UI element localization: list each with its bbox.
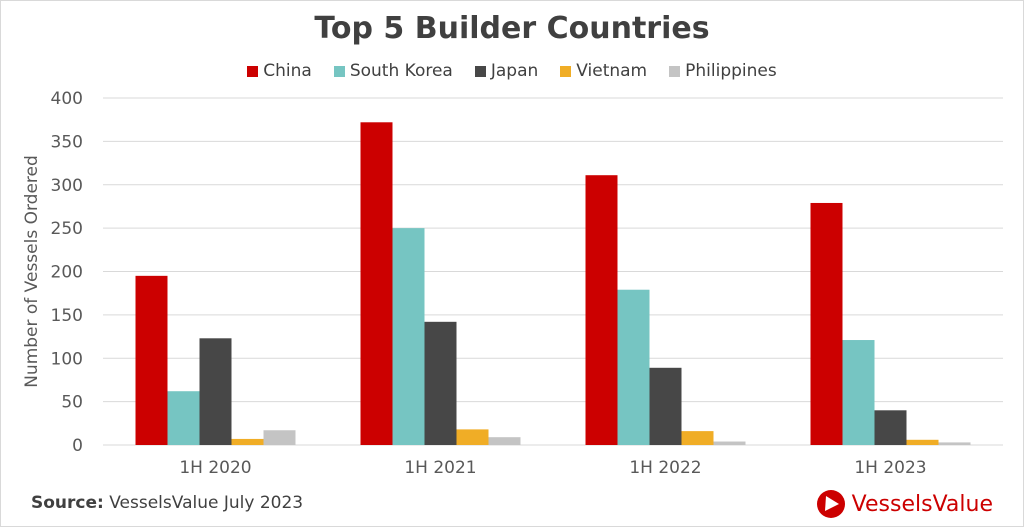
bar-vietnam — [681, 431, 714, 445]
bar-south-korea — [392, 228, 425, 445]
bar-philippines — [713, 441, 746, 445]
y-tick-label: 400 — [51, 89, 83, 109]
bar-japan — [874, 410, 907, 445]
logo-icon — [816, 490, 845, 518]
bar-china — [810, 202, 843, 445]
legend-item: Philippines — [669, 61, 777, 81]
source-note: Source: VesselsValue July 2023 — [31, 493, 303, 513]
y-axis-label: Number of Vessels Ordered — [22, 155, 42, 388]
legend-swatch — [333, 65, 345, 77]
bar-south-korea — [842, 340, 875, 445]
legend-swatch — [247, 65, 259, 77]
y-tick-label: 200 — [51, 263, 83, 283]
bar-japan — [424, 321, 457, 445]
y-tick-label: 100 — [51, 349, 83, 369]
bar-vietnam — [906, 439, 939, 445]
legend-label: Philippines — [685, 61, 777, 81]
bar-japan — [649, 367, 682, 445]
legend: China South Korea Japan Vietnam Philippines — [1, 61, 1023, 81]
legend-swatch — [560, 65, 572, 77]
chart-title: Top 5 Builder Countries — [314, 11, 710, 46]
y-tick-label: 350 — [51, 132, 83, 152]
y-tick-label: 150 — [51, 306, 83, 326]
bar-philippines — [938, 442, 971, 445]
legend-item: China — [247, 61, 312, 81]
bar-philippines — [488, 437, 521, 445]
x-tick-label: 1H 2022 — [629, 458, 701, 478]
bar-philippines — [263, 430, 296, 445]
vesselsvalue-logo: VesselsValue — [816, 489, 993, 519]
source-text: VesselsValue July 2023 — [109, 493, 304, 513]
bar-china — [585, 175, 618, 445]
y-tick-label: 250 — [51, 219, 83, 239]
legend-label: Japan — [490, 61, 539, 81]
bar-south-korea — [617, 289, 650, 445]
bar-vietnam — [231, 438, 264, 445]
legend-swatch — [669, 65, 681, 77]
legend-swatch — [474, 65, 486, 77]
source-label: Source: — [31, 493, 104, 513]
legend-item: South Korea — [333, 61, 453, 81]
bar-japan — [199, 338, 232, 445]
bar-vietnam — [456, 429, 489, 445]
x-tick-label: 1H 2020 — [179, 458, 251, 478]
x-tick-label: 1H 2021 — [404, 458, 476, 478]
legend-label: China — [263, 61, 312, 81]
legend-label: South Korea — [349, 61, 453, 81]
bar-china — [360, 122, 393, 445]
y-tick-label: 300 — [51, 176, 83, 196]
logo-text: VesselsValue — [851, 491, 993, 517]
bar-south-korea — [167, 391, 200, 445]
x-tick-label: 1H 2023 — [854, 458, 926, 478]
bar-china — [135, 275, 168, 445]
y-tick-label: 50 — [61, 393, 83, 413]
legend-item: Vietnam — [560, 61, 647, 81]
y-tick-label: 0 — [72, 436, 83, 456]
legend-item: Japan — [474, 61, 539, 81]
legend-label: Vietnam — [576, 61, 648, 81]
